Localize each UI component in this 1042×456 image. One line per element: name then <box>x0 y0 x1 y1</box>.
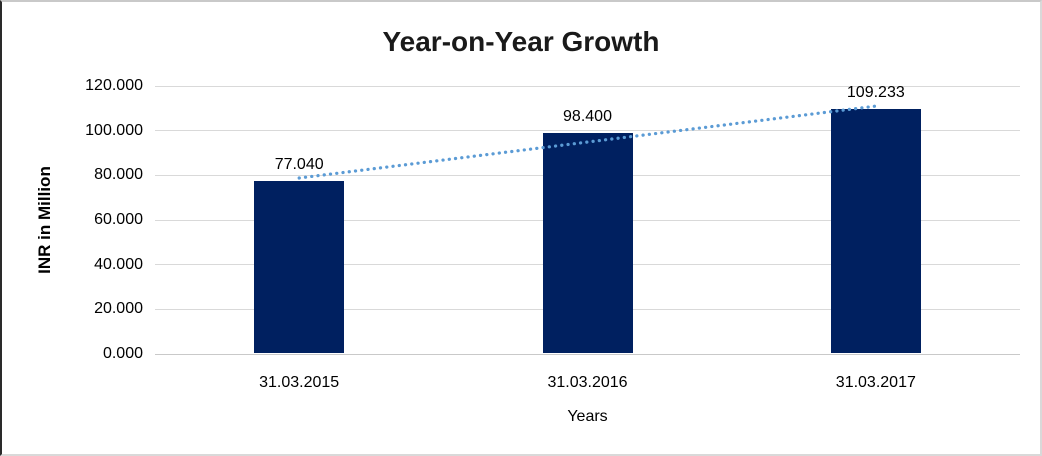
y-tick-label: 120.000 <box>85 77 143 94</box>
y-tick-label: 40.000 <box>94 255 143 273</box>
y-axis-title: INR in Million <box>35 166 54 274</box>
y-tick-label: 20.000 <box>94 300 143 318</box>
x-tick-label: 31.03.2017 <box>835 374 916 391</box>
bar-value-label: 109.233 <box>846 84 905 102</box>
bar <box>254 180 345 353</box>
gridline <box>155 85 1020 87</box>
chart-title: Year-on-Year Growth <box>382 26 660 57</box>
y-tick-label: 100.000 <box>85 121 143 139</box>
y-tick-label: 0.000 <box>102 345 143 362</box>
plot-area: 0.000 20.000 40.000 60.000 80.000 100.000 120.… <box>85 77 1020 425</box>
bar-value-label: 98.400 <box>563 108 612 126</box>
x-axis-title: Years <box>567 408 608 425</box>
x-tick-label: 31.03.2015 <box>259 374 340 391</box>
y-tick-label: 80.000 <box>94 166 143 184</box>
x-axis-line <box>155 353 1020 355</box>
y-tick-label: 60.000 <box>94 211 143 228</box>
bar <box>830 109 921 353</box>
x-tick-label: 31.03.2016 <box>547 374 628 391</box>
bar <box>542 133 633 353</box>
bar-value-label: 77.040 <box>274 155 324 173</box>
